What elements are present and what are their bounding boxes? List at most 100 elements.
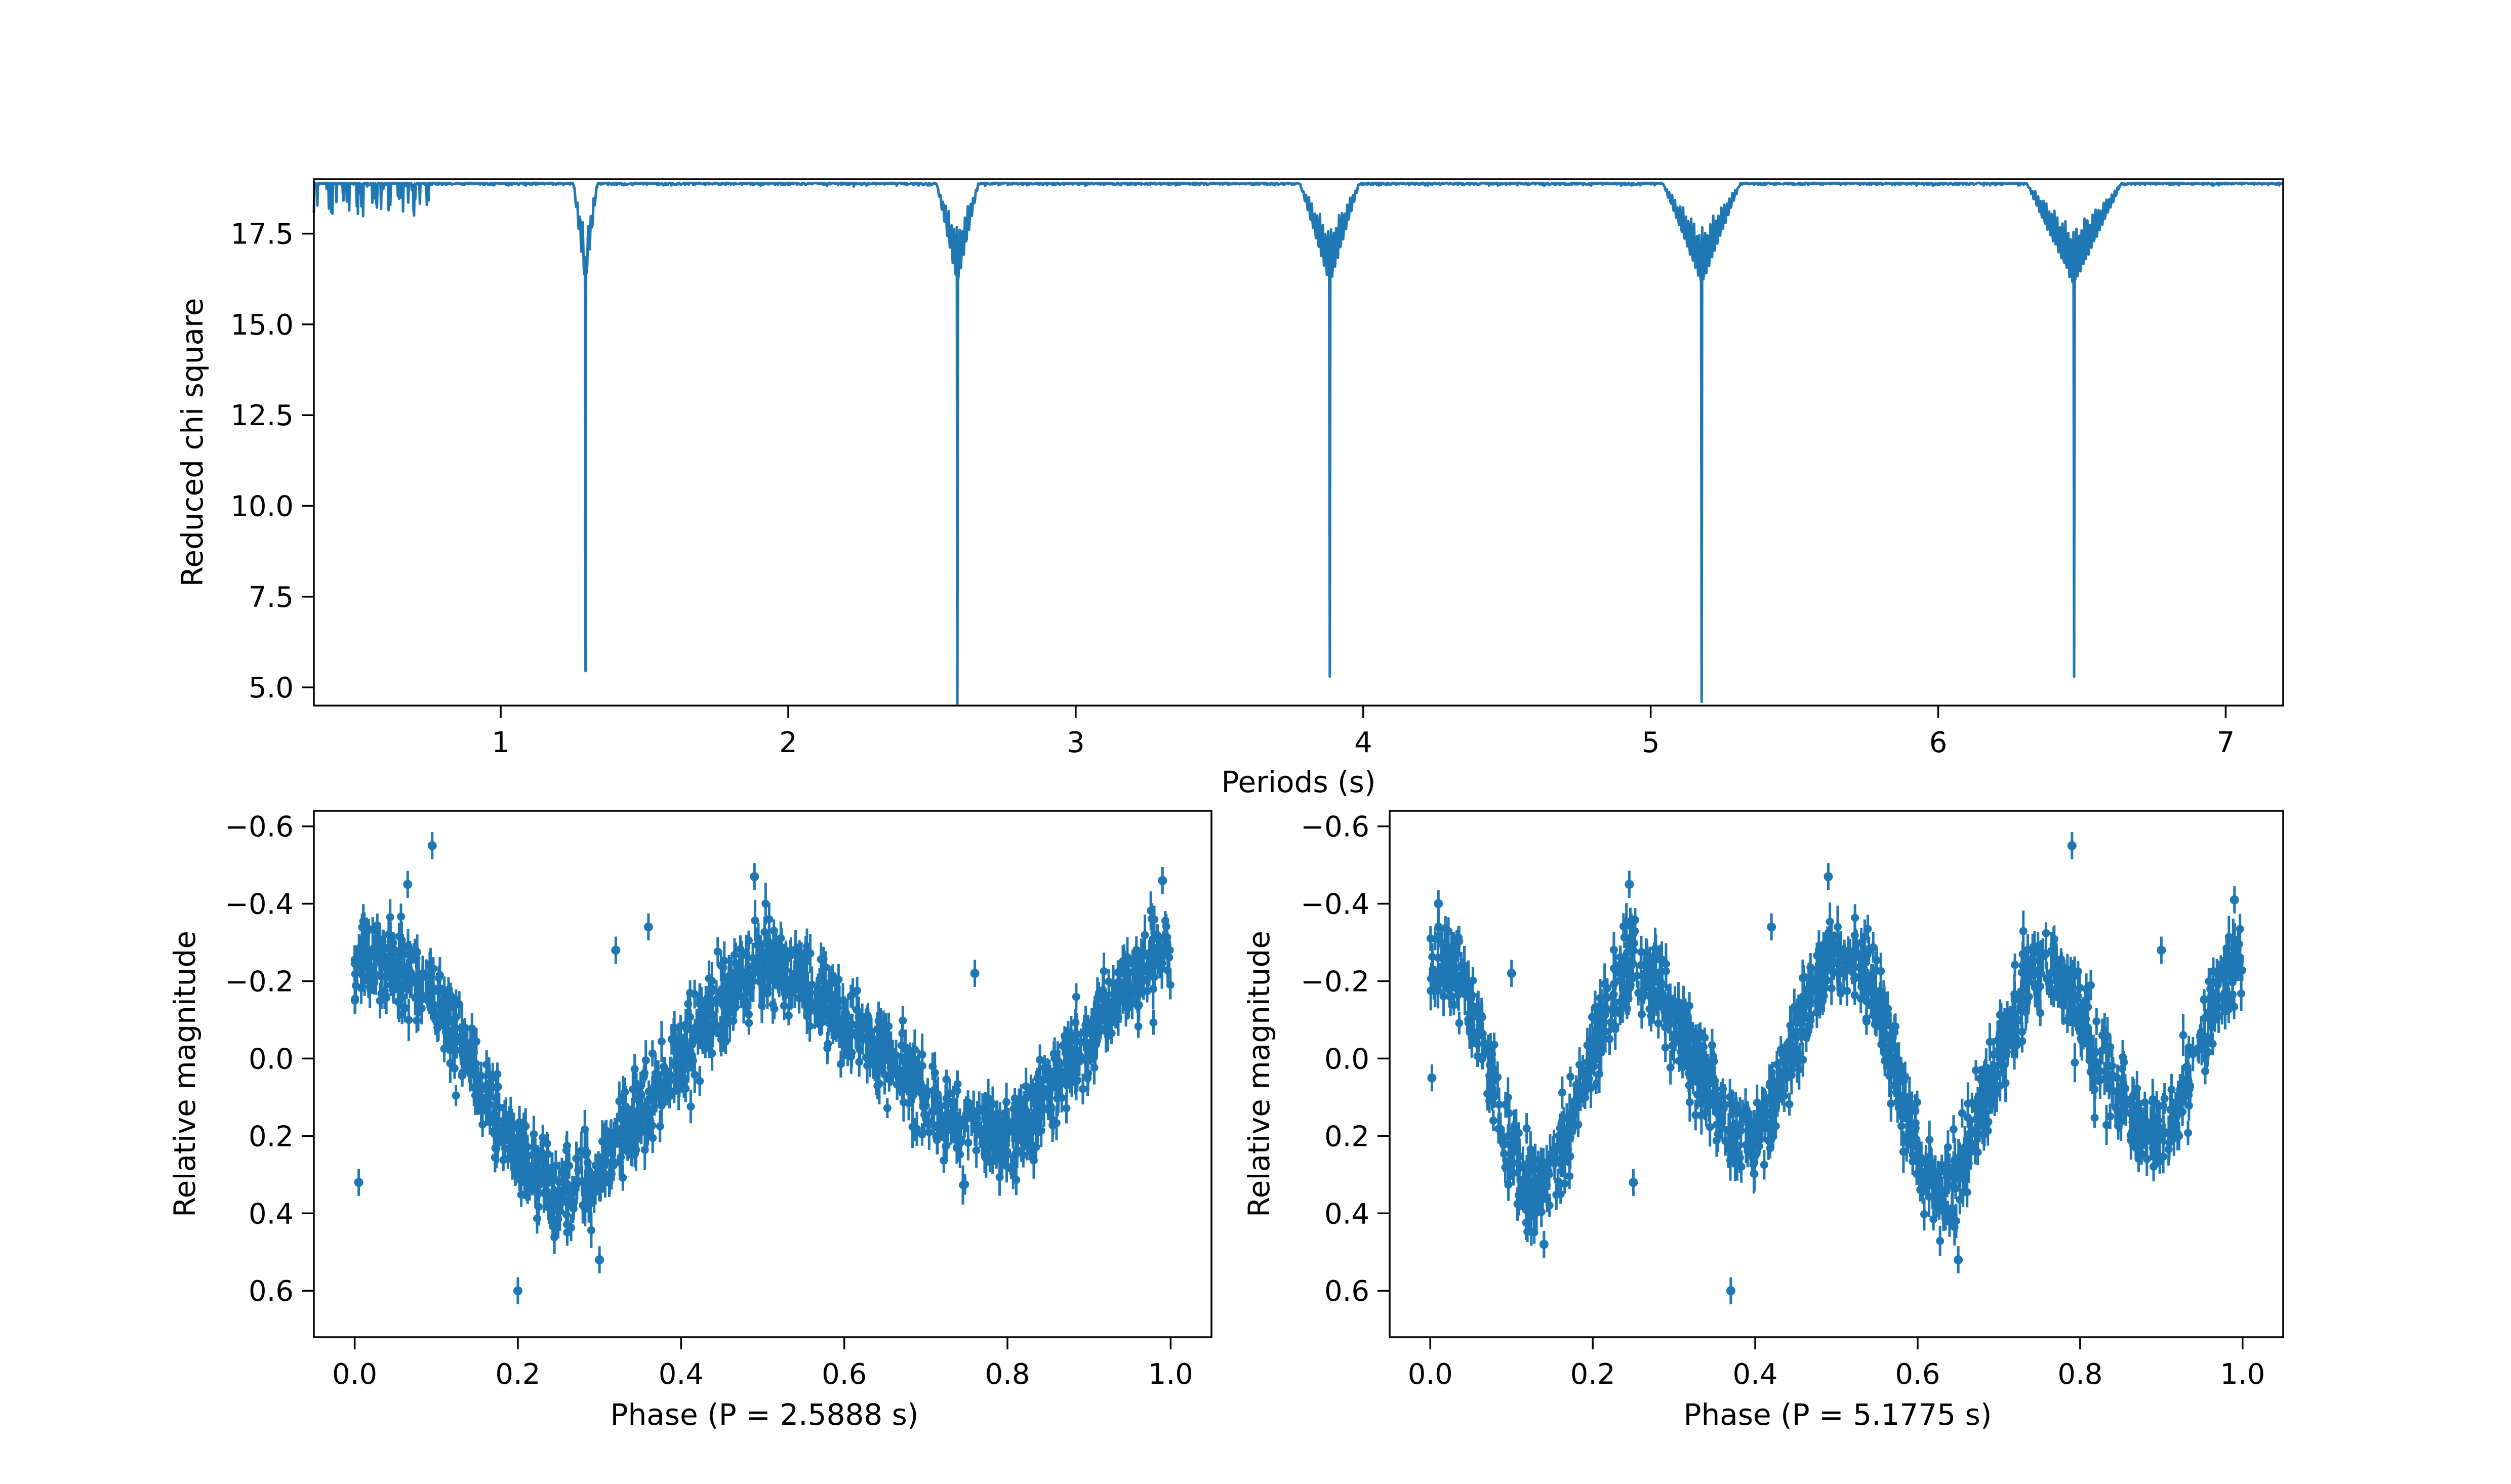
- periodogram-x-tick-label: 3: [1067, 726, 1085, 759]
- fold-p1-outlier-point: [970, 969, 980, 978]
- fold-p2-data-point: [2142, 1155, 2151, 1163]
- fold-p1-data-point: [478, 1120, 487, 1129]
- fold-p1-data-point: [1071, 1018, 1080, 1027]
- fold-p1-data-point: [1099, 986, 1107, 995]
- fold-p1-data-point: [472, 1037, 481, 1046]
- fold-p1-data-point: [530, 1130, 538, 1138]
- fold-p2-data-point: [2021, 970, 2030, 979]
- fold-p2-data-point: [1455, 1019, 1464, 1027]
- fold-p1-data-point: [597, 1171, 605, 1179]
- fold-p1-y-ticks: −0.6 −0.4 −0.2 0.0 0.2 0.4 0.6: [225, 811, 314, 1308]
- periodogram-x-axis-label: Periods (s): [1222, 765, 1376, 799]
- fold-p1-data-point: [923, 1117, 932, 1126]
- fold-p2-data-point: [1733, 1160, 1742, 1169]
- fold-p2-data-point: [1558, 1088, 1566, 1097]
- fold-p1-outlier-point: [513, 1286, 522, 1296]
- fold-p2-data-point: [1696, 1028, 1705, 1037]
- fold-p1-frame: [313, 810, 1212, 1338]
- fold-p1-data-point: [656, 1079, 665, 1087]
- fold-p1-data-point: [1019, 1151, 1028, 1160]
- fold-p1-data-point: [543, 1149, 552, 1158]
- fold-p1-data-point: [929, 1107, 938, 1116]
- fold-p1-data-point: [770, 1005, 779, 1013]
- fold-p1-data-point: [640, 1069, 649, 1078]
- fold-p2-data-point: [1833, 923, 1842, 931]
- fold-p2-data-point: [2071, 1058, 2079, 1067]
- fold-p2-data-point: [2120, 1105, 2129, 1114]
- fold-p1-data-point: [455, 1000, 464, 1009]
- fold-p1-data-point: [540, 1188, 548, 1197]
- fold-p1-data-point: [657, 1101, 666, 1110]
- fold-p1-data-point: [933, 1136, 941, 1144]
- fold-p2-data-point: [1664, 994, 1673, 1003]
- periodogram-y-tick-label: 7.5: [249, 581, 294, 614]
- fold-p1-data-point: [533, 1171, 542, 1180]
- fold-p1-data-point: [829, 1024, 837, 1033]
- fold-p1-data-point: [765, 915, 774, 923]
- fold-p1-data-point: [674, 1046, 683, 1054]
- fold-p1-data-point: [466, 1067, 474, 1076]
- fold-p1-data-point: [501, 1115, 510, 1123]
- fold-p1-data-point: [910, 1045, 919, 1054]
- fold-p1-data-point: [563, 1228, 572, 1236]
- fold-p1-data-point: [395, 932, 403, 941]
- periodogram-y-tick-label: 17.5: [230, 218, 294, 251]
- fold-p1-data-point: [713, 947, 722, 956]
- periodogram-x-tick-label: 1: [492, 726, 510, 759]
- fold-p1-data-point: [855, 1058, 864, 1066]
- fold-p1-data-point: [781, 977, 789, 986]
- fold-p1-data-point: [864, 1022, 872, 1030]
- fold-p1-data-point: [815, 1020, 824, 1028]
- fold-p1-data-point: [379, 945, 388, 954]
- fold-p1-data-point: [709, 1022, 717, 1030]
- fold-p1-data-point: [458, 1023, 466, 1032]
- fold-p1-data-point: [742, 949, 750, 958]
- fold-p1-x-tick-label: 0.6: [822, 1358, 867, 1391]
- fold-p1-data-point: [736, 945, 745, 954]
- fold-p1-data-point: [638, 1114, 646, 1123]
- fold-p1-data-point: [1093, 1012, 1102, 1021]
- fold-p1-y-tick-label: −0.6: [225, 811, 294, 844]
- fold-p1-data-point: [1134, 1022, 1143, 1030]
- fold-p1-data-point: [1149, 984, 1157, 993]
- fold-p1-data-point: [982, 1103, 991, 1112]
- fold-p1-data-point: [821, 985, 829, 994]
- fold-p1-data-point: [1071, 1078, 1080, 1087]
- fold-p1-data-point: [719, 1001, 727, 1009]
- fold-p1-data-point: [761, 899, 770, 908]
- fold-p1-data-point: [795, 970, 803, 978]
- fold-p2-data-point: [1872, 966, 1880, 975]
- fold-p2-data-point: [1496, 1125, 1505, 1133]
- fold-p1-data-point: [1050, 1054, 1059, 1062]
- fold-p1-data-point: [848, 990, 857, 998]
- fold-p1-x-tick-label: 0.4: [659, 1358, 704, 1391]
- fold-p2-data-point: [1827, 984, 1836, 993]
- periodogram-y-tick-label: 12.5: [230, 399, 294, 432]
- periodogram-y-tick-label: 5.0: [249, 672, 294, 705]
- fold-p1-data-point: [908, 1123, 917, 1131]
- fold-p2-data-point: [2160, 1094, 2169, 1103]
- fold-p1-data-point: [735, 982, 743, 991]
- fold-p1-data-point: [1060, 1043, 1069, 1051]
- fold-p2-data-point: [1565, 1172, 1574, 1180]
- fold-p1-data-point: [552, 1194, 560, 1203]
- fold-p1-data-point: [954, 1143, 962, 1151]
- fold-p1-data-point: [1035, 1109, 1044, 1118]
- fold-p1-x-tick-label: 0.2: [495, 1358, 540, 1391]
- fold-p1-data-point: [398, 945, 407, 954]
- fold-p1-y-tick-label: −0.4: [225, 888, 294, 921]
- fold-p1-data-point: [982, 1154, 990, 1163]
- fold-p1-data-point: [640, 1145, 649, 1154]
- fold-p1-data-point: [942, 1075, 951, 1084]
- fold-p1-data-point: [842, 1036, 850, 1044]
- fold-p1-outlier-point: [611, 945, 621, 955]
- fold-p1-data-point: [485, 1070, 494, 1079]
- fold-p1-data-point: [1091, 1030, 1100, 1039]
- fold-p1-data-point: [749, 962, 757, 970]
- fold-p1-data-point: [842, 1021, 850, 1029]
- fold-p1-data-point: [533, 1214, 541, 1223]
- fold-p1-data-point: [1028, 1121, 1037, 1130]
- fold-p1-data-point: [370, 974, 379, 982]
- fold-p1-data-point: [713, 997, 721, 1005]
